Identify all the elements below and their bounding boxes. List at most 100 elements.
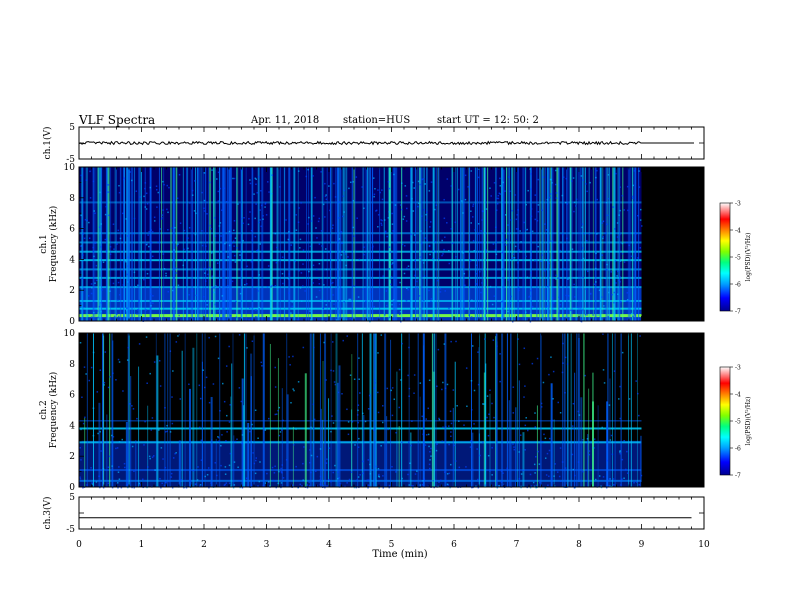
spectrogram-speckle <box>616 236 619 238</box>
spectrogram-speckle <box>631 195 634 198</box>
spectrogram-speckle <box>604 277 606 280</box>
spectrogram-speckle <box>339 482 341 485</box>
spectrogram-speckle <box>341 393 343 395</box>
spectrogram-sferic-streak <box>502 167 504 321</box>
spectrogram-speckle <box>375 465 378 468</box>
spectrogram-speckle <box>619 209 621 212</box>
spectrogram-speckle <box>98 475 100 478</box>
spectrogram-sferic-streak <box>551 167 553 321</box>
spectrogram-speckle <box>373 387 375 389</box>
spectrogram-speckle <box>626 450 628 453</box>
spectrogram-speckle <box>359 392 361 394</box>
spectrogram-sferic-streak <box>556 167 559 321</box>
spectrogram-sferic-streak <box>479 167 481 321</box>
spectrogram-speckle <box>411 420 413 422</box>
spectrogram-speckle <box>391 223 394 225</box>
spectrogram-speckle <box>300 300 303 303</box>
spectrogram-speckle <box>254 217 256 220</box>
spectrogram-speckle <box>157 191 160 194</box>
spectrogram-speckle <box>554 463 556 465</box>
spectrogram-sferic-streak <box>170 167 173 321</box>
spectrogram-sferic-streak <box>164 333 166 487</box>
spectrogram-sferic-streak <box>140 167 142 321</box>
spectrogram-sferic-streak <box>388 167 391 321</box>
spectrogram-speckle <box>598 475 601 477</box>
spectrogram-speckle <box>391 212 393 215</box>
spectrogram-speckle <box>252 452 254 454</box>
spectrogram-speckle <box>637 214 639 217</box>
spectrogram-speckle <box>251 423 253 426</box>
spectrogram-speckle <box>242 239 244 242</box>
spectrogram-speckle <box>229 404 231 406</box>
spectrogram-speckle <box>219 286 221 289</box>
spectrogram-speckle <box>358 378 360 380</box>
spectrogram-speckle <box>554 183 557 186</box>
spectrogram-speckle <box>92 434 95 437</box>
spectrogram-speckle <box>149 317 151 319</box>
spectrogram-sferic-streak <box>588 167 590 321</box>
spectrogram-speckle <box>602 476 605 478</box>
spectrogram-speckle <box>104 213 107 216</box>
spectrogram-speckle <box>407 374 409 377</box>
spectrogram-speckle <box>439 287 442 290</box>
spectrogram-sferic-streak <box>579 167 581 321</box>
spectrogram-speckle <box>564 391 566 394</box>
spectrogram-speckle <box>522 469 525 472</box>
spectrogram-speckle <box>255 183 257 186</box>
spectrogram-sferic-streak <box>269 343 271 487</box>
spectrogram-speckle <box>241 486 244 489</box>
spectrogram-speckle <box>92 250 95 253</box>
spectrogram-speckle <box>519 230 521 232</box>
spectrogram-sferic-streak <box>463 167 466 321</box>
spectrogram-speckle <box>234 237 237 239</box>
spectrogram-sferic-streak <box>496 167 498 321</box>
spectrogram-speckle <box>405 195 408 197</box>
spectrogram-speckle <box>123 462 126 465</box>
spectrogram-speckle <box>492 339 495 341</box>
spectrogram-speckle <box>477 223 480 225</box>
spectrogram-sferic-streak <box>541 167 543 321</box>
spectrogram-speckle <box>317 220 320 223</box>
spectrogram-speckle <box>425 418 427 420</box>
spectrogram-sferic-streak <box>101 167 103 321</box>
spectrogram-speckle <box>422 178 425 180</box>
spectrogram-speckle <box>377 316 379 319</box>
spectrogram-speckle <box>328 478 330 481</box>
spectrogram-speckle <box>567 295 570 297</box>
spectrogram-speckle <box>117 486 119 489</box>
spectrogram-speckle <box>92 407 95 409</box>
spectrogram-sferic-streak <box>452 407 454 487</box>
spectrogram-speckle <box>143 444 145 446</box>
spectrogram-speckle <box>610 434 613 437</box>
y-tick-label: 4 <box>69 255 75 265</box>
spectrogram-speckle <box>621 478 623 480</box>
spectrogram-speckle <box>406 207 408 210</box>
spectrogram-sferic-streak <box>84 418 86 487</box>
spectrogram-speckle <box>107 482 110 484</box>
spectrogram-sferic-streak <box>245 167 247 321</box>
spectrogram-speckle <box>577 461 580 463</box>
spectrogram-speckle <box>82 254 84 256</box>
spectrogram-speckle <box>621 194 624 197</box>
spectrogram-speckle <box>238 479 240 482</box>
y-tick-label: 6 <box>69 391 75 401</box>
spectrogram-speckle <box>221 209 223 212</box>
spectrogram-speckle <box>398 406 400 409</box>
spectrogram-speckle <box>392 310 395 313</box>
spectrogram-speckle <box>424 183 427 185</box>
spectrogram-speckle <box>450 435 452 438</box>
spectrogram-speckle <box>393 173 395 176</box>
spectrogram-speckle <box>80 459 82 461</box>
spectrogram-sferic-streak <box>557 167 560 321</box>
spectrogram-speckle <box>470 222 472 224</box>
spectrogram-speckle <box>144 187 146 190</box>
spectrogram-speckle <box>145 309 148 311</box>
spectrogram-speckle <box>538 482 541 484</box>
spectrogram-sferic-streak <box>393 167 396 321</box>
spectrogram-speckle <box>625 468 627 471</box>
spectrogram-speckle <box>220 464 222 467</box>
spectrogram-speckle <box>463 272 466 275</box>
spectrogram-speckle <box>414 473 417 475</box>
spectrogram-speckle <box>187 237 189 239</box>
spectrogram-speckle <box>214 335 217 338</box>
